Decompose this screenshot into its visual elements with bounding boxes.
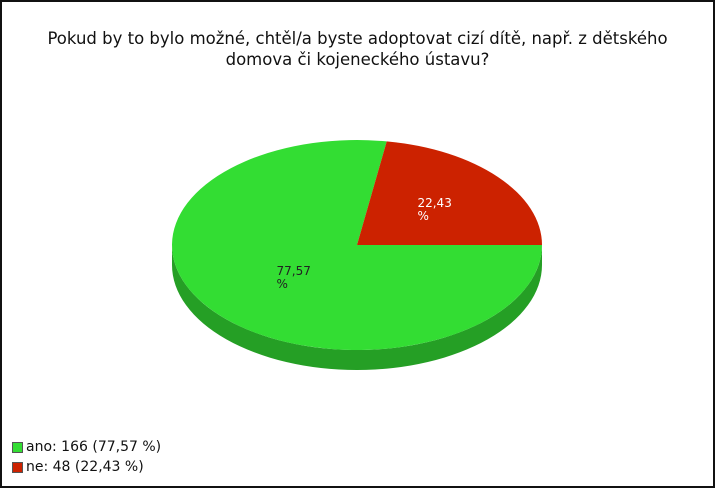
legend-swatch <box>12 461 23 473</box>
pie-slice <box>357 141 542 245</box>
legend-item: ano: 166 (77,57 %) <box>12 439 161 455</box>
chart-title: Pokud by to bylo možné, chtěl/a byste ad… <box>47 29 668 69</box>
value-label: 77,57 % <box>276 265 311 291</box>
legend-swatch <box>12 441 23 453</box>
legend-label: ne: 48 (22,43 %) <box>26 459 144 475</box>
legend-item: ne: 48 (22,43 %) <box>12 459 144 475</box>
pie-side <box>172 245 542 370</box>
value-label-box: 77,57 % <box>276 265 311 291</box>
pie-slice <box>172 140 543 351</box>
legend-label: ano: 166 (77,57 %) <box>26 439 162 455</box>
value-label: 22,43 % <box>417 196 452 223</box>
value-label-box: 22,43 % <box>417 196 452 223</box>
